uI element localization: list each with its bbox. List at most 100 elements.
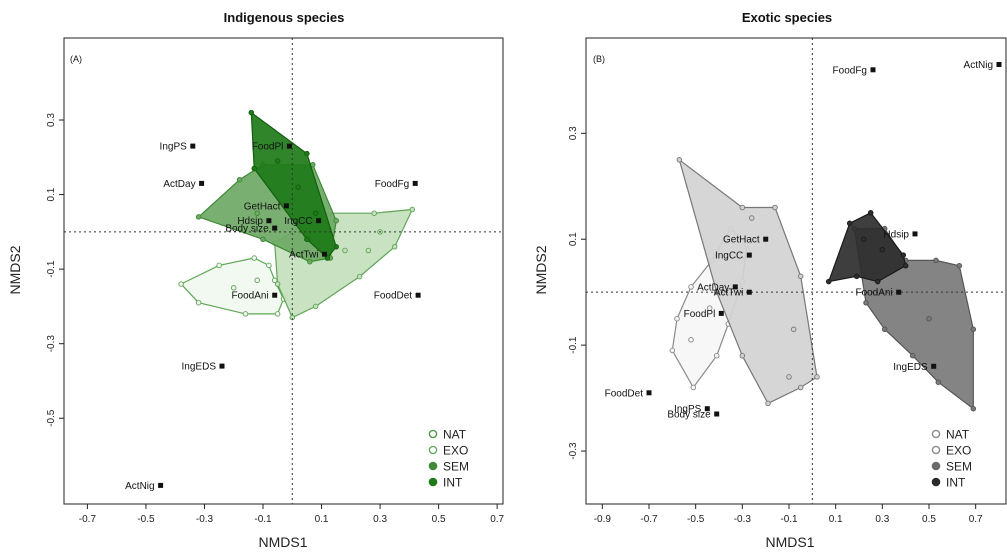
panel-a-traits: ActNig IngEDS IngPS ActDay FoodPl GetHact Hdsi… bbox=[125, 142, 421, 492]
panel-a-xtick-label-7: 0.7 bbox=[490, 514, 504, 525]
panel-b-title: Exotic species bbox=[742, 10, 832, 25]
panel-a-point-int-4 bbox=[304, 236, 310, 243]
panel-a-point-int-7 bbox=[295, 184, 301, 190]
panel-b-point-int-1 bbox=[846, 220, 853, 227]
panel-b-trait-marker-1 bbox=[996, 62, 1002, 67]
panel-b-xtick-label-6: 0.3 bbox=[875, 514, 889, 525]
panel-a-legend: NAT EXO SEM INT bbox=[428, 428, 469, 490]
panel-b-trait-marker-8 bbox=[704, 406, 710, 412]
panel-b-hulls bbox=[669, 157, 977, 412]
panel-b-trait-marker-3 bbox=[746, 252, 752, 258]
panel-a-point-sem-8 bbox=[254, 210, 260, 216]
panel-a-legend-swatch-int bbox=[428, 477, 438, 487]
panel-a-point-nat-3 bbox=[266, 262, 272, 269]
panel-b-trait-marker-6 bbox=[718, 310, 724, 316]
panel-a-trait-marker-8 bbox=[316, 218, 322, 224]
panel-b-trait-marker-5 bbox=[746, 289, 752, 295]
panel-a-trait-marker-0 bbox=[158, 482, 164, 488]
panel-a-ytick-label-4: -0.5 bbox=[46, 409, 57, 427]
panel-a-trait-marker-5 bbox=[283, 203, 289, 209]
panel-a-ytick-label-2: -0.1 bbox=[46, 260, 57, 278]
panel-b-xtick-label-7: 0.5 bbox=[922, 514, 936, 525]
panel-a-trait-marker-6 bbox=[266, 218, 272, 224]
panel-a-point-nat-9 bbox=[230, 285, 237, 291]
panel-b-point-exo-1 bbox=[739, 204, 746, 211]
panel-b-xtick-label-2: -0.5 bbox=[687, 514, 705, 525]
panel-b-ytick-label-2: -0.1 bbox=[568, 336, 579, 354]
panel-b-point-exo-11 bbox=[786, 374, 792, 380]
panel-b-point-nat-11 bbox=[706, 305, 713, 311]
panel-a-legend-swatch-nat bbox=[428, 429, 438, 439]
panel-a-trait-marker-10 bbox=[272, 292, 278, 298]
panel-a-trait-label-11: FoodFg bbox=[375, 179, 409, 190]
panel-b-point-sem-5 bbox=[970, 326, 977, 333]
panel-b-point-int-6 bbox=[853, 273, 860, 280]
panel-b-point-exo-4 bbox=[814, 374, 820, 380]
panel-a-xtick-label-2: -0.3 bbox=[196, 514, 214, 525]
panel-a-point-exo-8 bbox=[274, 281, 281, 287]
panel-a-legend-swatch-exo bbox=[428, 445, 438, 455]
panel-b-point-sem-10 bbox=[863, 300, 869, 306]
panel-a-trait-label-5: GetHact bbox=[244, 201, 281, 212]
panel-a-point-int-3 bbox=[324, 255, 331, 261]
panel-a-xtick-label-4: 0.1 bbox=[315, 514, 329, 525]
panel-b-ytick-label-3: -0.3 bbox=[568, 442, 579, 460]
panel-a-trait-label-4: FoodPl bbox=[252, 142, 284, 153]
panel-b-trait-label-8: IngPS bbox=[674, 404, 702, 415]
panel-b-point-sem-11 bbox=[926, 315, 932, 322]
panel-a-legend-label-exo: EXO bbox=[443, 444, 468, 458]
panel-a-trait-label-2: IngPS bbox=[160, 142, 188, 153]
panel-b-point-int-8 bbox=[879, 247, 886, 253]
panel-a-trait-marker-12 bbox=[415, 292, 421, 298]
panel-b-point-int-4 bbox=[902, 262, 909, 269]
panel-a-point-nat-8 bbox=[195, 299, 202, 306]
panel-b-trait-label-5: ActTwi bbox=[714, 288, 743, 299]
panel-b-legend-label-exo: EXO bbox=[946, 444, 971, 458]
panel-b-point-exo-7 bbox=[739, 352, 746, 359]
panel-a-ylabel: NMDS2 bbox=[7, 245, 23, 294]
panel-b-point-nat-8 bbox=[688, 284, 694, 290]
panel-b-hull-exo bbox=[678, 158, 818, 405]
panel-a-point-nat-2 bbox=[251, 255, 257, 261]
panel-a-point-int-0 bbox=[248, 109, 255, 116]
panel-a-trait-label-10: FoodAni bbox=[231, 291, 268, 302]
panel-a-trait-label-0: ActNig bbox=[125, 481, 154, 492]
panel-a-legend-label-nat: NAT bbox=[443, 428, 467, 442]
panel-a-trait-marker-9 bbox=[322, 251, 327, 257]
panel-a-plot-frame bbox=[63, 37, 504, 505]
panel-b-point-exo-3 bbox=[797, 273, 804, 280]
panel-a-xtick-label-3: -0.1 bbox=[254, 514, 272, 525]
panel-a-trait-label-3: ActDay bbox=[163, 179, 195, 190]
panel-b-point-nat-9 bbox=[674, 315, 680, 322]
panel-b-legend-label-sem: SEM bbox=[946, 460, 972, 474]
panel-a-trait-label-9: ActTwi bbox=[289, 250, 318, 261]
panel-a-point-exo-9 bbox=[342, 247, 348, 254]
panel-b-ytick-label-1: 0.1 bbox=[568, 232, 579, 246]
panel-b-xlabel: NMDS1 bbox=[765, 534, 814, 550]
panel-a-trait-marker-3 bbox=[199, 180, 205, 186]
panel-a-xtick-label-6: 0.5 bbox=[432, 514, 446, 525]
panel-a-xtick-label-1: -0.5 bbox=[137, 514, 155, 525]
panel-b-trait-label-9: Body size bbox=[667, 410, 711, 421]
panel-b-xtick-label-8: 0.7 bbox=[969, 514, 983, 525]
panel-b-xtick-label-5: 0.1 bbox=[829, 514, 843, 525]
panel-b-point-int-0 bbox=[825, 278, 832, 285]
panel-b-point-sem-3 bbox=[933, 257, 939, 264]
panel-b-point-exo-0 bbox=[676, 157, 683, 163]
panel-a-point-sem-0 bbox=[195, 214, 202, 220]
panel-b-point-exo-6 bbox=[765, 400, 771, 407]
panel-b-trait-label-3: IngCC bbox=[715, 251, 743, 262]
panel-b-trait-label-0: FoodFg bbox=[833, 65, 867, 76]
panel-b-trait-label-6: FoodPl bbox=[684, 309, 716, 320]
panel-a-legend-label-int: INT bbox=[443, 476, 463, 490]
panel-b-point-sem-8 bbox=[909, 352, 916, 359]
panel-a-point-nat-10 bbox=[254, 277, 260, 284]
panel-a-point-exo-3 bbox=[409, 206, 416, 213]
panel-b-trait-label-7: FoodDet bbox=[605, 388, 644, 399]
panel-a-trait-marker-2 bbox=[190, 143, 196, 149]
panel-b-plot-frame bbox=[585, 37, 1007, 505]
panel-a-point-sem-6 bbox=[307, 258, 313, 265]
panel-b-point-sem-4 bbox=[956, 262, 963, 269]
